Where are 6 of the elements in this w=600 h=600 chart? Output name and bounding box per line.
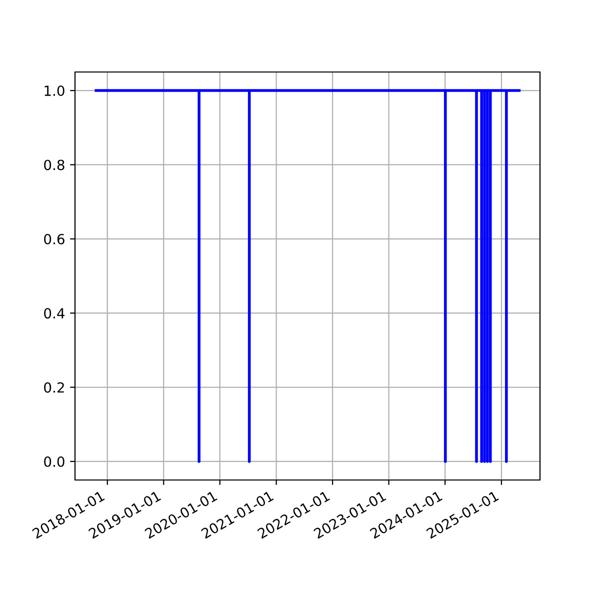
y-tick-label: 0.8 [44,160,64,170]
y-tick-label: 0.4 [44,308,64,319]
y-tick-label: 0.0 [44,456,64,467]
y-tick-label: 0.2 [44,382,64,393]
y-tick-label: 1.0 [44,86,64,96]
y-tick-label: 0.6 [44,234,64,244]
